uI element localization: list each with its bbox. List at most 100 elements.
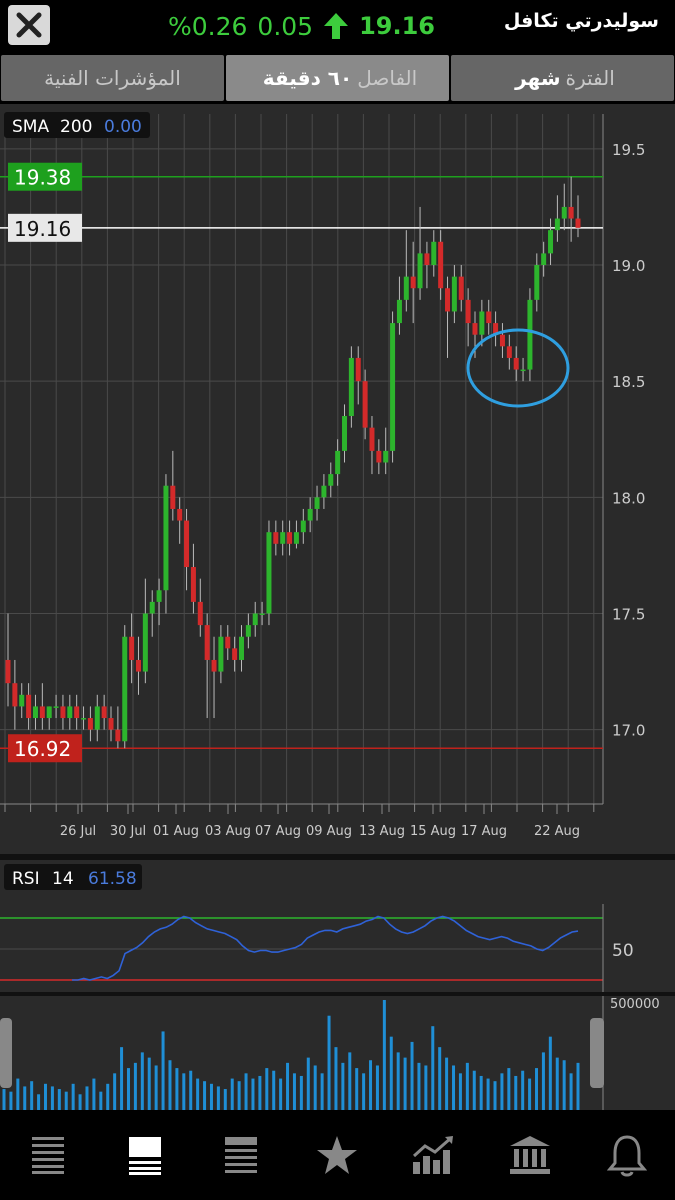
nav-chart-list[interactable] bbox=[115, 1125, 175, 1185]
candle-body bbox=[300, 520, 306, 533]
watchlist-icon bbox=[225, 1137, 258, 1173]
volume-bar bbox=[334, 1047, 338, 1110]
volume-bar bbox=[182, 1073, 186, 1110]
volume-bar bbox=[452, 1065, 456, 1110]
volume-bar bbox=[445, 1057, 449, 1110]
volume-bar bbox=[37, 1094, 41, 1110]
x-tick-label: 30 Jul bbox=[110, 824, 146, 839]
volume-bar bbox=[292, 1073, 296, 1110]
level-label-bg bbox=[8, 213, 82, 242]
level-label: 19.38 bbox=[14, 166, 71, 190]
candle-body bbox=[465, 299, 471, 324]
candle-body bbox=[520, 369, 526, 372]
candle-body bbox=[26, 694, 32, 719]
volume-bar bbox=[403, 1057, 407, 1110]
level-lines bbox=[0, 175, 603, 749]
candle-body bbox=[438, 241, 444, 289]
y-tick-label: 19.0 bbox=[612, 257, 645, 275]
x-axis: 26 Jul 30 Jul 01 Aug 03 Aug 07 Aug 09 Aug 13 A… bbox=[4, 804, 595, 839]
x-tick-label: 07 Aug bbox=[255, 824, 301, 839]
left-scroll-handle[interactable] bbox=[0, 1018, 12, 1088]
volume-bar bbox=[147, 1057, 151, 1110]
volume-bar bbox=[71, 1083, 75, 1110]
volume-bar bbox=[161, 1031, 165, 1110]
candle-body bbox=[46, 706, 52, 719]
level-label-bg bbox=[8, 162, 82, 191]
change-absolute: 0.05 bbox=[257, 11, 314, 41]
candle-body bbox=[424, 253, 430, 266]
candle-body bbox=[506, 346, 512, 358]
volume-bar bbox=[50, 1086, 54, 1110]
nav-favorites[interactable] bbox=[307, 1125, 367, 1185]
tab-period[interactable]: شهر الفترة bbox=[451, 55, 674, 101]
level-labels: 19.38 19.16 16.92 bbox=[8, 162, 82, 763]
candle-body bbox=[232, 648, 238, 660]
candle-body bbox=[149, 601, 155, 614]
candle-body bbox=[238, 636, 244, 660]
candle-body bbox=[252, 613, 258, 626]
candle-body bbox=[197, 601, 203, 626]
volume-chart bbox=[2, 996, 604, 1110]
candle-body bbox=[129, 636, 135, 660]
close-button[interactable] bbox=[8, 5, 50, 45]
right-scroll-handle[interactable] bbox=[590, 1018, 604, 1088]
volume-tick: 500000 bbox=[610, 997, 660, 1012]
nav-charts[interactable] bbox=[404, 1125, 464, 1185]
candle-body bbox=[328, 474, 334, 486]
candle-body bbox=[445, 288, 451, 312]
volume-bar bbox=[465, 1062, 469, 1110]
candle-body bbox=[94, 706, 100, 730]
tab-indicators[interactable]: المؤشرات الفنية bbox=[1, 55, 224, 101]
top-bar: %0.26 0.05 19.16 سوليدرتي تكافل bbox=[0, 0, 675, 52]
volume-bar bbox=[16, 1078, 20, 1110]
candle-body bbox=[527, 299, 533, 370]
x-tick-label: 13 Aug bbox=[359, 824, 405, 839]
volume-bar bbox=[2, 1089, 6, 1110]
candle-body bbox=[101, 706, 107, 719]
candle-body bbox=[534, 265, 540, 300]
volume-bar bbox=[535, 1068, 539, 1110]
volume-bar bbox=[396, 1052, 400, 1110]
candle-body bbox=[190, 567, 196, 602]
candle-body bbox=[314, 497, 320, 509]
candle-body bbox=[335, 450, 341, 475]
volume-bar bbox=[78, 1094, 82, 1110]
volume-bar bbox=[203, 1081, 207, 1110]
rsi-tick: 50 bbox=[612, 941, 634, 961]
candle-body bbox=[342, 416, 348, 451]
tab-interval-value: ٦٠ دقيقة bbox=[262, 66, 353, 90]
y-axis: 19.5 19.0 18.5 18.0 17.5 17.0 bbox=[612, 141, 645, 740]
nav-watchlist[interactable] bbox=[211, 1125, 271, 1185]
volume-bar bbox=[306, 1057, 310, 1110]
nav-list[interactable] bbox=[18, 1125, 78, 1185]
volume-bar bbox=[507, 1068, 511, 1110]
rsi-chart bbox=[0, 904, 604, 992]
candle-body bbox=[245, 625, 251, 637]
volume-bar bbox=[486, 1078, 490, 1110]
sma-value: 0.00 bbox=[104, 117, 142, 137]
volume-bar bbox=[237, 1081, 241, 1110]
candle-body bbox=[486, 311, 492, 324]
candle-body bbox=[369, 427, 375, 451]
tab-interval[interactable]: ٦٠ دقيقة الفاصل bbox=[226, 55, 449, 101]
bottom-nav bbox=[0, 1110, 675, 1200]
close-icon bbox=[16, 12, 42, 38]
volume-bar bbox=[341, 1062, 345, 1110]
candle-body bbox=[280, 532, 286, 544]
nav-alerts[interactable] bbox=[597, 1125, 657, 1185]
tab-indicators-label: المؤشرات الفنية bbox=[44, 66, 181, 90]
volume-bar bbox=[265, 1068, 269, 1110]
tab-period-value: شهر bbox=[515, 66, 561, 90]
nav-market[interactable] bbox=[500, 1125, 560, 1185]
tab-interval-label: الفاصل bbox=[357, 66, 418, 90]
volume-bar bbox=[30, 1081, 34, 1110]
candle-body bbox=[87, 718, 93, 730]
candle-body bbox=[472, 323, 478, 335]
chart-area[interactable]: 19.5 19.0 18.5 18.0 17.5 17.0 26 Jul 30 Jul 01 … bbox=[0, 104, 675, 1110]
volume-bar bbox=[113, 1073, 117, 1110]
candle-body bbox=[431, 241, 437, 266]
volume-bar bbox=[562, 1060, 566, 1110]
candle-body bbox=[479, 311, 485, 335]
volume-bar bbox=[286, 1062, 290, 1110]
candle-body bbox=[108, 718, 114, 730]
